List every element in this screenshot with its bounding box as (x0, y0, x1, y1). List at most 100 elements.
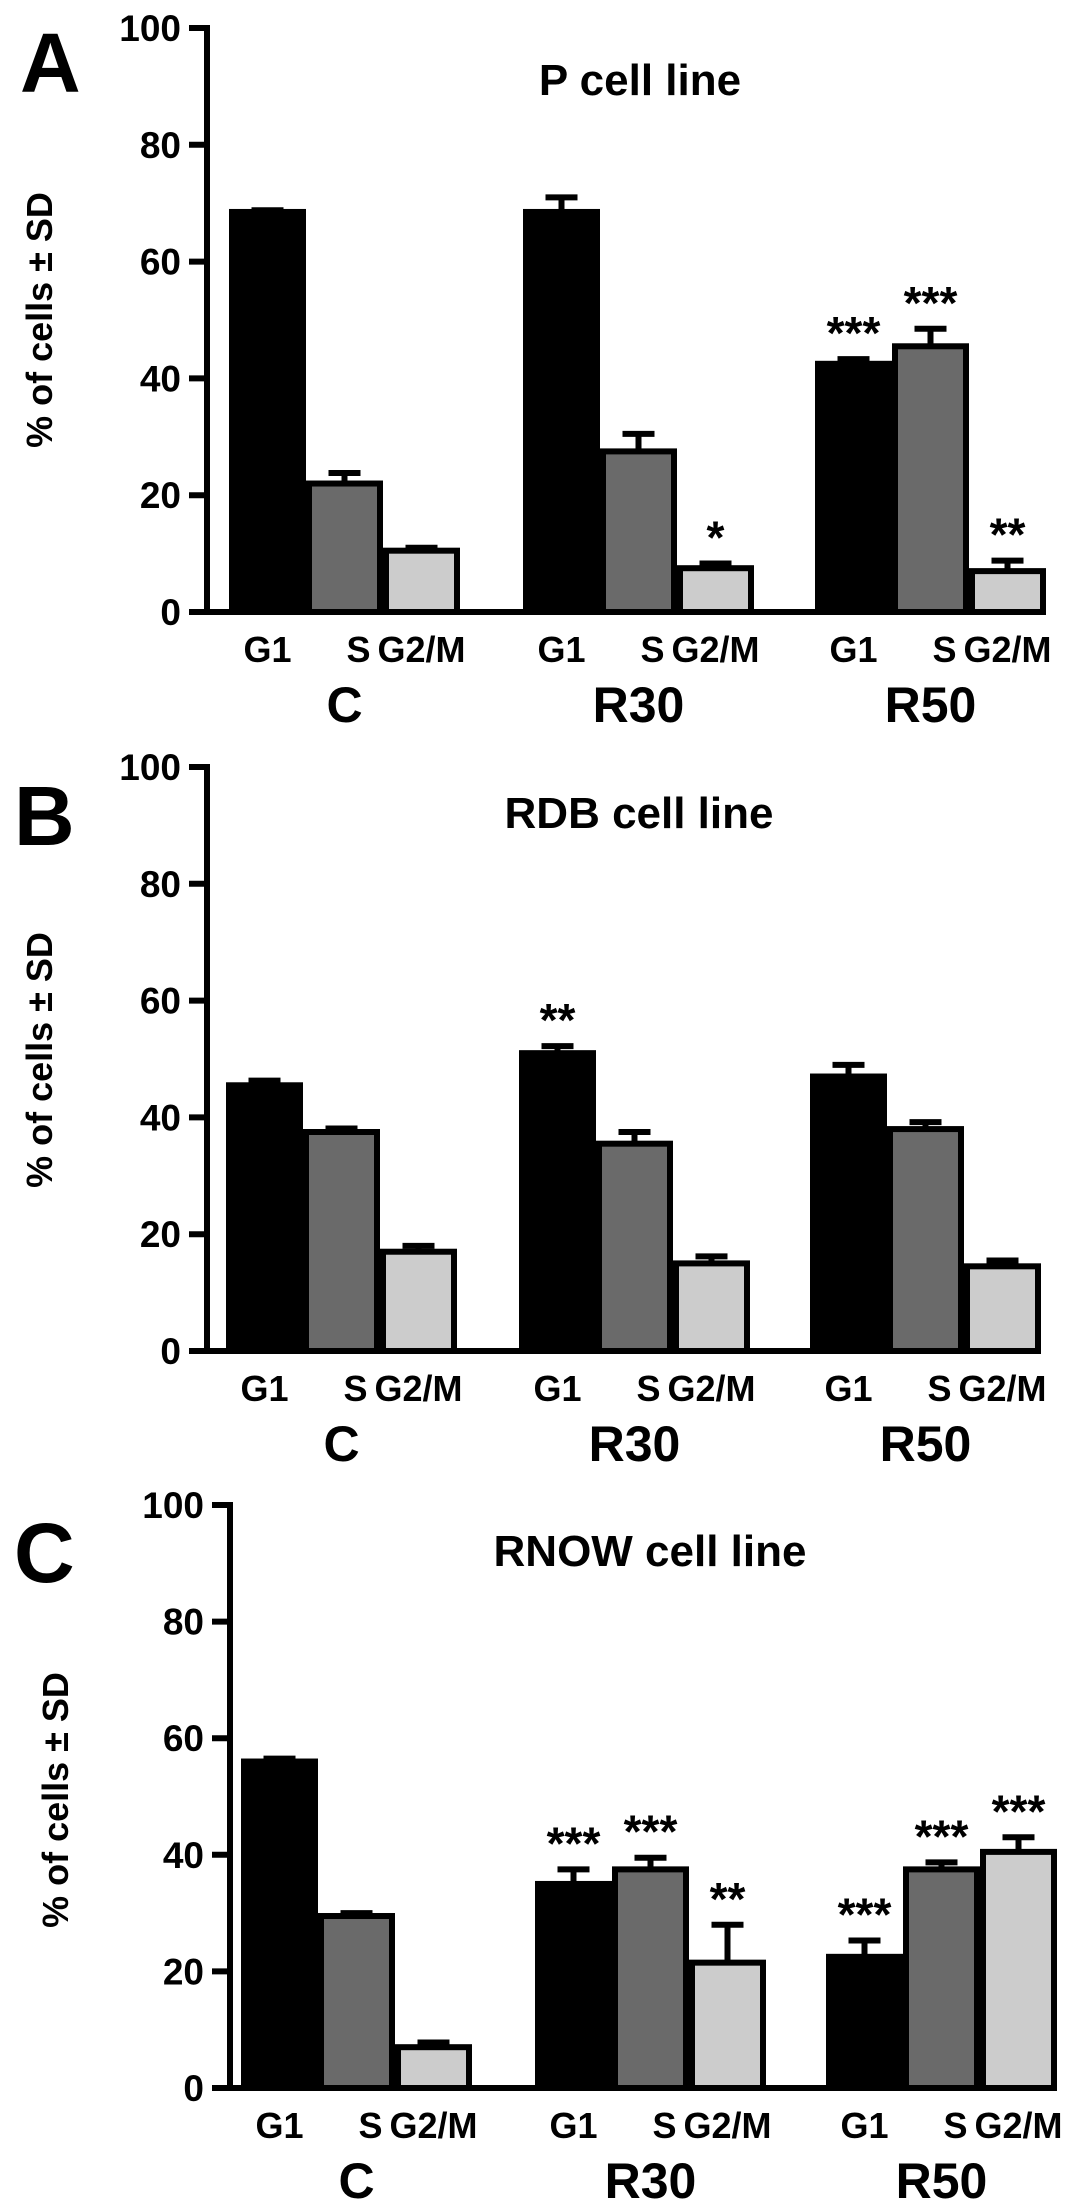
bar-r30-g1 (519, 1050, 596, 1355)
group-label: R30 (593, 677, 685, 733)
x-tick-label: S (927, 1368, 951, 1409)
y-tick-label: 20 (140, 475, 181, 516)
group-label: R50 (885, 677, 977, 733)
bar-r50-s (887, 1126, 964, 1354)
significance-marker: *** (827, 307, 881, 359)
y-tick-label: 80 (163, 1602, 204, 1643)
bar-r30-g1 (523, 208, 600, 616)
x-tick-label: G1 (840, 2105, 888, 2146)
x-tick-label: G1 (537, 629, 585, 670)
significance-marker: *** (624, 1806, 678, 1858)
y-tick-label: 40 (140, 358, 181, 399)
bar-r30-g2m (689, 1959, 766, 2092)
significance-marker: *** (992, 1785, 1046, 1837)
x-tick-label: G2/M (377, 629, 465, 670)
y-tick-label: 20 (140, 1214, 181, 1255)
y-tick-label: 100 (119, 747, 181, 788)
x-tick-label: G1 (549, 2105, 597, 2146)
panel-letter: C (14, 1506, 75, 1600)
bar-r30-s (600, 448, 677, 615)
y-tick-label: 100 (119, 8, 181, 49)
chart-title: RDB cell line (505, 789, 774, 838)
x-tick-label: S (640, 629, 664, 670)
chart-title: P cell line (539, 56, 741, 105)
x-tick-label: S (343, 1368, 367, 1409)
y-tick-label: 60 (140, 981, 181, 1022)
x-tick-label: G2/M (683, 2105, 771, 2146)
bar-c-s (303, 1129, 380, 1354)
bar-r30-g2m (673, 1260, 750, 1355)
group-label: C (323, 1416, 359, 1472)
bar-r50-s (903, 1866, 980, 2091)
y-tick-label: 40 (140, 1097, 181, 1138)
x-tick-label: G1 (824, 1368, 872, 1409)
bar-r30-s (596, 1140, 673, 1355)
significance-marker: *** (838, 1889, 892, 1941)
x-tick-label: S (358, 2105, 382, 2146)
panel-letter: A (20, 16, 81, 110)
y-tick-label: 80 (140, 864, 181, 905)
x-tick-label: S (636, 1368, 660, 1409)
bar-r50-g1 (815, 360, 892, 615)
x-tick-label: S (932, 629, 956, 670)
x-tick-label: G1 (240, 1368, 288, 1409)
bar-r50-s (892, 343, 969, 615)
bar-c-g2m (395, 2044, 472, 2091)
y-tick-label: 60 (140, 242, 181, 283)
group-label: C (326, 677, 362, 733)
significance-marker: *** (547, 1817, 601, 1869)
significance-marker: *** (904, 277, 958, 329)
chart-panel-2: B RDB cell line % of cells ± SD 0 20 40 60 80 10… (14, 747, 1047, 1472)
y-tick-label: 40 (163, 1835, 204, 1876)
bar-c-g1 (229, 208, 306, 616)
x-tick-label: G2/M (667, 1368, 755, 1409)
y-tick-label: 80 (140, 125, 181, 166)
bar-r30-s (612, 1866, 689, 2091)
bar-r30-g2m (677, 565, 754, 616)
y-axis-label: % of cells ± SD (35, 1672, 76, 1928)
group-label: R30 (605, 2153, 697, 2199)
y-axis-label: % of cells ± SD (19, 932, 60, 1188)
chart-panel-3: C RNOW cell line % of cells ± SD 0 20 40 60 80 1… (14, 1485, 1063, 2199)
y-tick-label: 20 (163, 1951, 204, 1992)
x-tick-label: G1 (533, 1368, 581, 1409)
x-tick-label: G2/M (974, 2105, 1062, 2146)
significance-marker: *** (915, 1810, 969, 1862)
x-tick-label: G2/M (963, 629, 1051, 670)
x-tick-label: G2/M (389, 2105, 477, 2146)
significance-marker: * (707, 512, 725, 564)
chart-title: RNOW cell line (494, 1527, 807, 1576)
y-tick-label: 100 (142, 1485, 204, 1526)
bar-r50-g2m (969, 568, 1046, 615)
x-tick-label: G2/M (958, 1368, 1046, 1409)
x-tick-label: G2/M (374, 1368, 462, 1409)
y-tick-label: 0 (183, 2068, 204, 2109)
bar-r50-g1 (826, 1953, 903, 2091)
bar-c-g2m (380, 1248, 457, 1354)
bar-c-g1 (241, 1758, 318, 2092)
bar-c-s (306, 480, 383, 615)
x-tick-label: G2/M (671, 629, 759, 670)
significance-marker: ** (990, 509, 1026, 561)
bar-r50-g2m (980, 1848, 1057, 2092)
y-axis-label: % of cells ± SD (19, 192, 60, 448)
chart-panel-1: A P cell line % of cells ± SD 0 20 40 60 80 100 G… (19, 8, 1052, 733)
significance-marker: ** (710, 1873, 746, 1925)
bar-r50-g1 (810, 1073, 887, 1355)
bar-c-g2m (383, 547, 460, 615)
y-tick-label: 0 (160, 1331, 181, 1372)
bar-c-g1 (226, 1082, 303, 1355)
bar-r30-g1 (535, 1880, 612, 2091)
bar-c-s (318, 1913, 395, 2092)
x-tick-label: G1 (255, 2105, 303, 2146)
group-label: C (338, 2153, 374, 2199)
significance-marker: ** (540, 994, 576, 1046)
group-label: R50 (880, 1416, 972, 1472)
y-tick-label: 60 (163, 1718, 204, 1759)
x-tick-label: G1 (243, 629, 291, 670)
panel-letter: B (14, 769, 75, 863)
x-tick-label: S (652, 2105, 676, 2146)
bar-r50-g2m (964, 1263, 1041, 1354)
y-tick-label: 0 (160, 592, 181, 633)
